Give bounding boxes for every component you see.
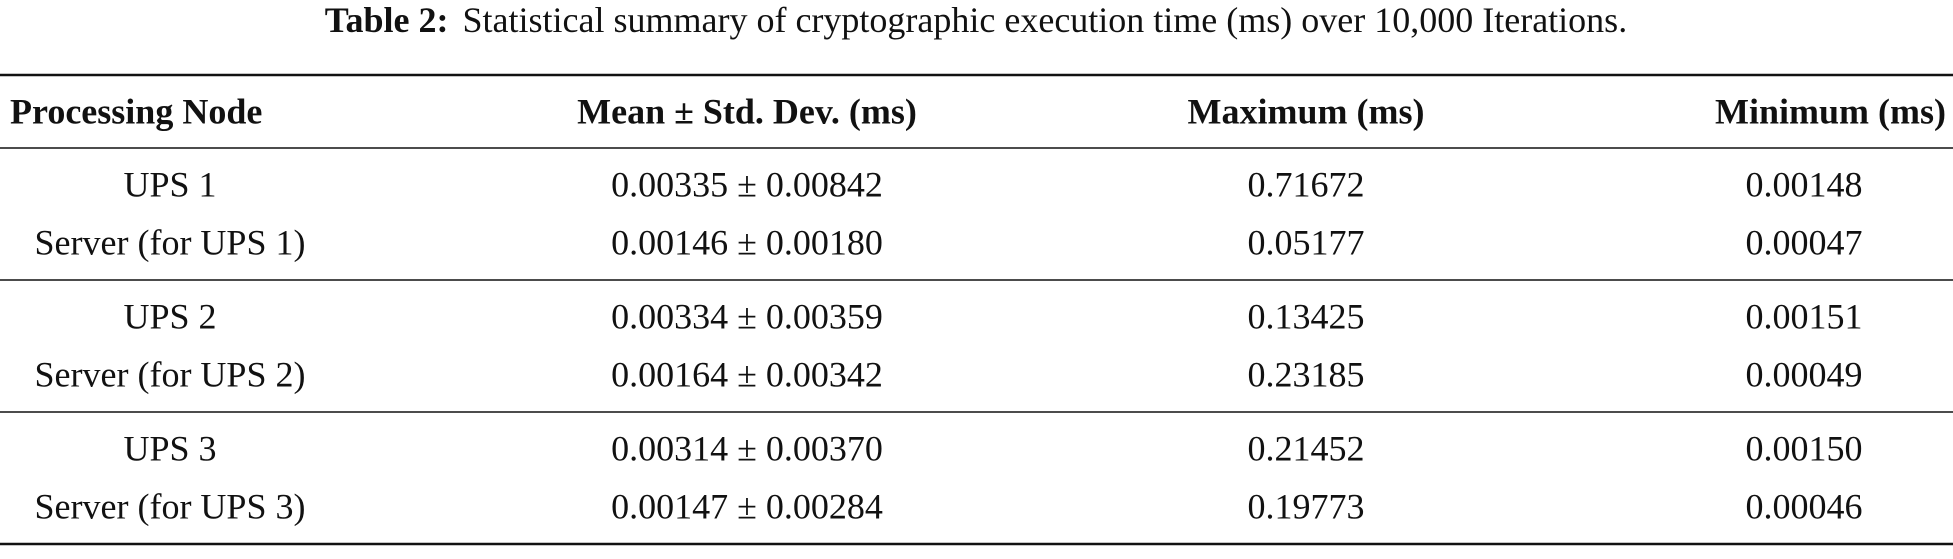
cell: 0.71672 bbox=[1248, 164, 1365, 204]
cell: 0.00164 ± 0.00342 bbox=[611, 354, 883, 394]
cell: 0.00151 bbox=[1746, 296, 1863, 336]
cell: 0.00049 bbox=[1746, 354, 1863, 394]
cell: 0.00334 ± 0.00359 bbox=[611, 296, 883, 336]
row-label: UPS 3 bbox=[123, 428, 216, 468]
row-label: UPS 1 bbox=[123, 164, 216, 204]
cell: 0.00314 ± 0.00370 bbox=[611, 428, 883, 468]
row-label: UPS 2 bbox=[123, 296, 216, 336]
header-cell: Mean ± Std. Dev. (ms) bbox=[577, 91, 917, 131]
row-label: Server (for UPS 3) bbox=[35, 486, 306, 526]
header-cell: Processing Node bbox=[10, 91, 262, 131]
header-cell: Minimum (ms) bbox=[1715, 91, 1946, 131]
cell: 0.00147 ± 0.00284 bbox=[611, 486, 883, 526]
cell: 0.00146 ± 0.00180 bbox=[611, 222, 883, 262]
row-label: Server (for UPS 2) bbox=[35, 354, 306, 394]
table-caption: Table 2: Statistical summary of cryptogra… bbox=[325, 0, 1627, 40]
cell: 0.00335 ± 0.00842 bbox=[611, 164, 883, 204]
header-cell: Maximum (ms) bbox=[1188, 91, 1425, 131]
cell: 0.19773 bbox=[1248, 486, 1365, 526]
caption-label: Table 2: bbox=[325, 0, 449, 40]
cell: 0.00148 bbox=[1746, 164, 1863, 204]
cell: 0.00150 bbox=[1746, 428, 1863, 468]
caption-text: Statistical summary of cryptographic exe… bbox=[463, 0, 1628, 40]
cell: 0.00047 bbox=[1746, 222, 1863, 262]
cell: 0.13425 bbox=[1248, 296, 1365, 336]
row-label: Server (for UPS 1) bbox=[35, 222, 306, 262]
cell: 0.23185 bbox=[1248, 354, 1365, 394]
cell: 0.00046 bbox=[1746, 486, 1863, 526]
cell: 0.21452 bbox=[1248, 428, 1365, 468]
cell: 0.05177 bbox=[1248, 222, 1365, 262]
